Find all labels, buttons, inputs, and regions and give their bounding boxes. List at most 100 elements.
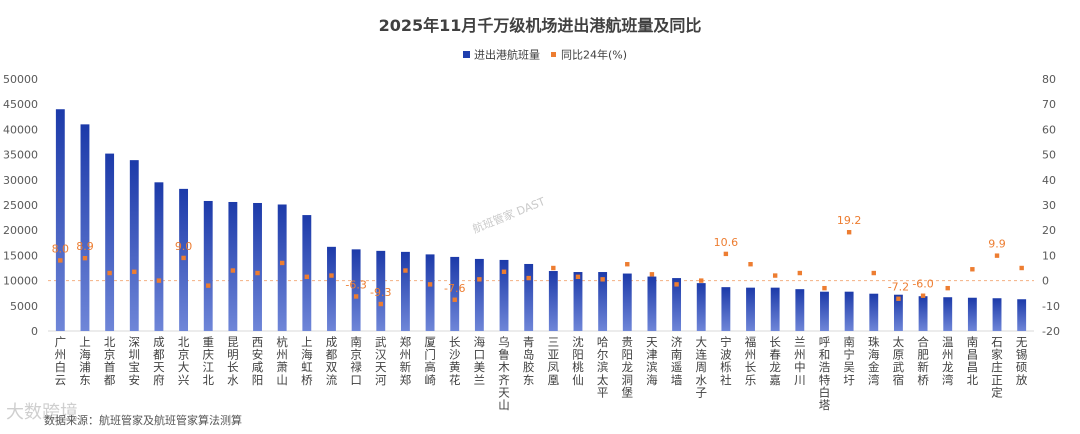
- yoy-point: [723, 251, 729, 257]
- category-label: 郑州新郑: [400, 335, 412, 387]
- bar: [770, 287, 780, 331]
- category-label: 福州长乐: [745, 335, 757, 387]
- yoy-data-label: -6.3: [345, 278, 366, 291]
- category-label: 贵阳龙洞堡: [622, 335, 634, 399]
- category-label: 太原武宿: [893, 335, 905, 387]
- yoy-point: [674, 282, 679, 287]
- category-label: 呼和浩特白塔: [819, 335, 831, 412]
- yoy-point: [58, 258, 63, 263]
- category-label: 深圳宝安: [129, 335, 141, 387]
- category-label: 上海虹桥: [301, 335, 313, 387]
- category-label: 北京首都: [104, 335, 116, 387]
- bar: [154, 182, 164, 331]
- bar: [277, 204, 287, 331]
- category-label: 大连周水子: [695, 335, 707, 399]
- bar: [302, 215, 312, 331]
- category-label: 长春龙嘉: [769, 335, 781, 387]
- yoy-point: [551, 265, 556, 271]
- y-right-tick-label: 30: [1042, 199, 1056, 212]
- y-right-tick-label: 10: [1042, 249, 1056, 262]
- yoy-data-label: 8.0: [52, 242, 70, 255]
- yoy-point: [329, 273, 334, 278]
- yoy-data-label: 19.2: [837, 214, 862, 227]
- yoy-point: [797, 270, 803, 276]
- category-label: 沈阳桃仙: [572, 335, 584, 387]
- category-label: 厦门高崎: [424, 335, 436, 387]
- bar: [351, 249, 361, 331]
- y-left-tick-label: 15000: [3, 249, 38, 262]
- yoy-point: [920, 293, 926, 298]
- bar: [622, 273, 632, 331]
- category-label: 北京大兴: [178, 335, 190, 387]
- legend-swatch-yoy: [551, 52, 556, 57]
- category-label: 海口美兰: [474, 335, 486, 387]
- yoy-point: [452, 297, 457, 302]
- yoy-data-label: -7.2: [888, 281, 909, 294]
- bar: [548, 271, 558, 331]
- yoy-point: [1019, 265, 1024, 271]
- bar: [795, 289, 805, 331]
- y-left-tick-label: 50000: [3, 73, 38, 86]
- y-right-tick-label: 70: [1042, 98, 1056, 111]
- bar: [400, 251, 410, 331]
- bar: [746, 287, 755, 331]
- bar: [499, 259, 509, 331]
- yoy-point: [132, 269, 137, 274]
- bar: [696, 283, 706, 331]
- yoy-point: [846, 230, 852, 235]
- yoy-point: [600, 277, 605, 282]
- yoy-data-label: -7.6: [444, 282, 465, 295]
- bar: [450, 256, 460, 331]
- y-right-tick-label: 80: [1042, 73, 1056, 86]
- y-right-tick-label: 20: [1042, 224, 1056, 237]
- bar: [1017, 299, 1027, 331]
- yoy-point: [378, 301, 383, 307]
- yoy-point: [871, 270, 876, 276]
- yoy-point: [970, 267, 975, 272]
- yoy-point: [403, 268, 408, 273]
- bar: [918, 296, 928, 331]
- yoy-point: [304, 274, 310, 280]
- bar: [524, 263, 534, 331]
- yoy-point: [945, 285, 950, 291]
- bar: [253, 202, 262, 331]
- yoy-point: [748, 262, 753, 267]
- yoy-point: [82, 255, 88, 261]
- category-label: 西安咸阳: [252, 335, 264, 387]
- y-right-tick-label: 60: [1042, 123, 1056, 136]
- bar: [376, 250, 386, 331]
- bar: [129, 160, 139, 331]
- legend-label-yoy: 同比24年(%): [561, 48, 627, 62]
- bar: [80, 124, 90, 331]
- y-left-tick-label: 5000: [10, 300, 38, 313]
- y-left-tick-label: 35000: [3, 149, 38, 162]
- yoy-point: [427, 282, 433, 287]
- y-left-tick-label: 45000: [3, 98, 38, 111]
- yoy-point: [526, 275, 531, 281]
- bar: [844, 291, 854, 331]
- category-label: 成都天府: [153, 335, 165, 387]
- category-label: 三亚凤凰: [548, 335, 560, 387]
- bar: [943, 297, 953, 331]
- yoy-point: [699, 278, 704, 283]
- category-label: 南宁吴圩: [843, 335, 855, 387]
- category-label: 乌鲁木齐天山: [498, 335, 510, 412]
- yoy-data-label: -6.0: [912, 278, 933, 291]
- bar: [203, 200, 213, 331]
- bar: [672, 278, 682, 331]
- watermark-logo: 大数跨境: [6, 402, 78, 423]
- category-label: 宁波栎社: [720, 335, 732, 387]
- yoy-point: [206, 283, 211, 288]
- yoy-point: [279, 260, 285, 266]
- category-label: 长沙黄花: [449, 335, 461, 387]
- bar: [327, 246, 336, 331]
- category-label: 武汉天河: [375, 335, 387, 387]
- category-label: 济南遥墙: [671, 335, 683, 387]
- yoy-point: [625, 262, 630, 267]
- y-left-tick-label: 0: [31, 325, 38, 338]
- category-label: 成都双流: [326, 335, 338, 387]
- bar: [893, 294, 903, 331]
- category-label: 哈尔滨太平: [597, 335, 609, 399]
- y-right-tick-label: 50: [1042, 149, 1056, 162]
